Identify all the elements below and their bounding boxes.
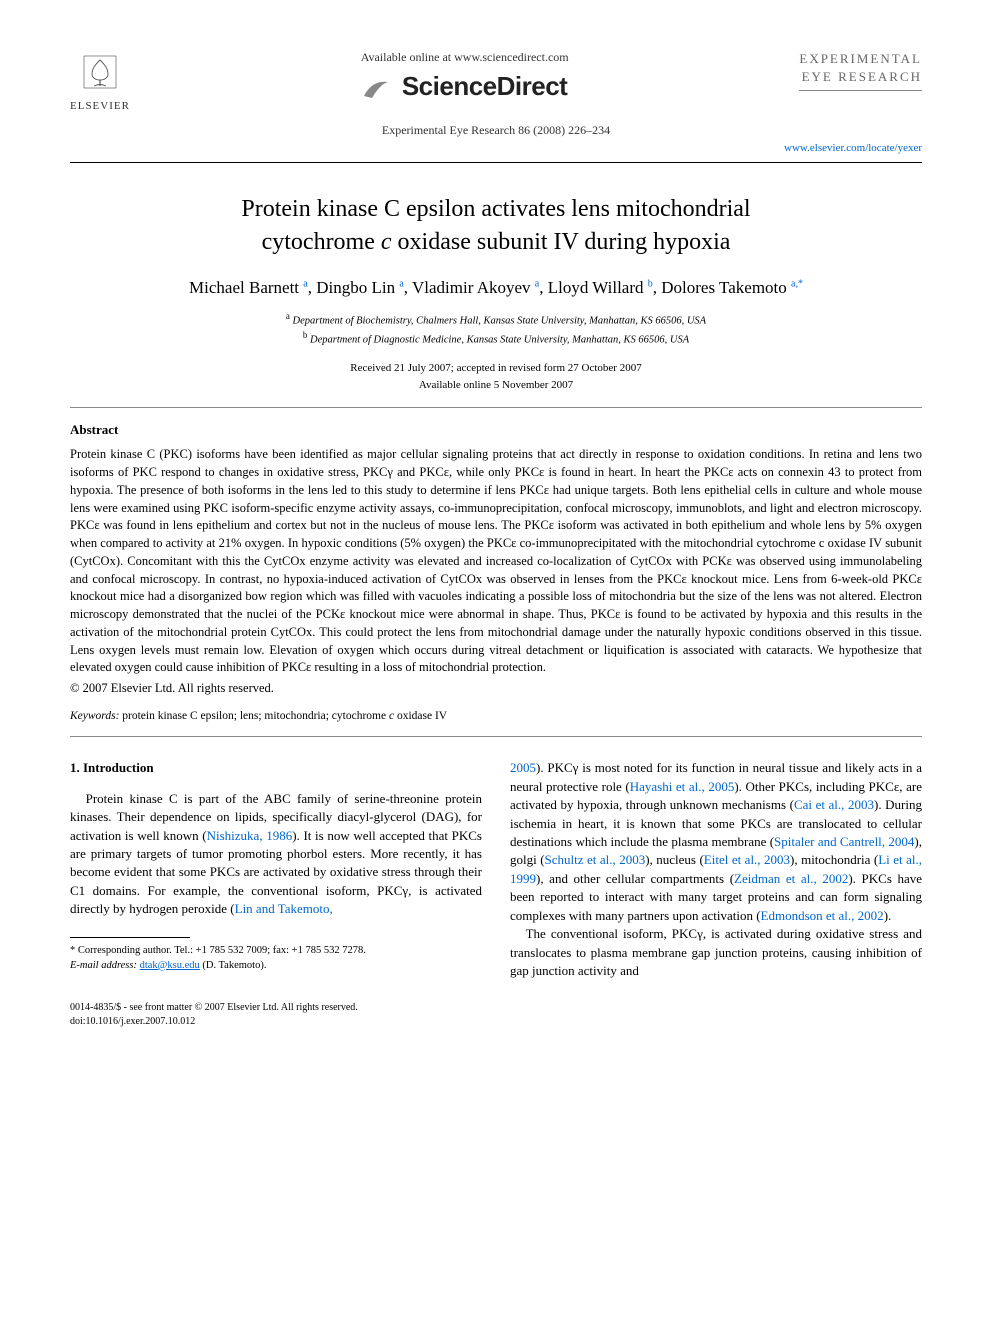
- corresponding-footnote: * Corresponding author. Tel.: +1 785 532…: [70, 944, 482, 973]
- abstract-heading: Abstract: [70, 422, 922, 438]
- title-line2-pre: cytochrome: [262, 229, 381, 255]
- sciencedirect-brand: ScienceDirect: [130, 71, 799, 105]
- intro-para-right-2: The conventional isoform, PKCγ, is activ…: [510, 925, 922, 980]
- footnote-rule: [70, 937, 190, 938]
- author: Vladimir Akoyev a: [412, 278, 539, 297]
- journal-url-block: www.elsevier.com/locate/yexer: [70, 142, 922, 154]
- citation-link[interactable]: Spitaler and Cantrell, 2004: [774, 834, 914, 849]
- center-header: Available online at www.sciencedirect.co…: [130, 50, 799, 105]
- author-list: Michael Barnett a, Dingbo Lin a, Vladimi…: [70, 278, 922, 298]
- intro-heading: 1. Introduction: [70, 759, 482, 777]
- sciencedirect-swoosh-icon: [362, 71, 400, 104]
- page-footer: 0014-4835/$ - see front matter © 2007 El…: [70, 1001, 922, 1029]
- citation-link[interactable]: Edmondson et al., 2002: [761, 908, 884, 923]
- elsevier-tree-icon: [70, 50, 130, 100]
- email-label: E-mail address:: [70, 960, 137, 971]
- article-title: Protein kinase C epsilon activates lens …: [110, 193, 882, 258]
- author: Michael Barnett a: [189, 278, 308, 297]
- publisher-name: ELSEVIER: [70, 100, 130, 113]
- citation-link[interactable]: 2005: [510, 760, 536, 775]
- publisher-logo: ELSEVIER: [70, 50, 130, 113]
- keywords-text: protein kinase C epsilon; lens; mitochon…: [119, 710, 447, 722]
- title-line2-post: oxidase subunit IV during hypoxia: [392, 229, 731, 255]
- intro-text: ), mitochondria (: [790, 852, 878, 867]
- header-rule: [70, 162, 922, 163]
- abstract-text: Protein kinase C (PKC) isoforms have bee…: [70, 447, 922, 674]
- intro-text: ), nucleus (: [645, 852, 704, 867]
- corr-email-name: (D. Takemoto).: [200, 960, 267, 971]
- left-column: 1. Introduction Protein kinase C is part…: [70, 759, 482, 980]
- citation-link[interactable]: Cai et al., 2003: [794, 797, 874, 812]
- intro-text: ), and other cellular compartments (: [536, 871, 734, 886]
- available-online-text: Available online at www.sciencedirect.co…: [130, 50, 799, 65]
- intro-para-right-1: 2005). PKCγ is most noted for its functi…: [510, 759, 922, 925]
- post-abstract-rule: [70, 736, 922, 737]
- affiliation-b-text: Department of Diagnostic Medicine, Kansa…: [310, 335, 689, 346]
- page-header: ELSEVIER Available online at www.science…: [70, 50, 922, 113]
- front-matter-line: 0014-4835/$ - see front matter © 2007 El…: [70, 1001, 922, 1015]
- affiliation-a: a Department of Biochemistry, Chalmers H…: [70, 310, 922, 329]
- citation-link[interactable]: Nishizuka, 1986: [207, 828, 293, 843]
- citation-link[interactable]: Eitel et al., 2003: [704, 852, 790, 867]
- citation-link[interactable]: Zeidman et al., 2002: [734, 871, 848, 886]
- journal-brand-block: EXPERIMENTAL EYE RESEARCH: [799, 50, 922, 91]
- citation-link[interactable]: Hayashi et al., 2005: [630, 779, 735, 794]
- affiliation-b: b Department of Diagnostic Medicine, Kan…: [70, 329, 922, 348]
- corr-author-line: * Corresponding author. Tel.: +1 785 532…: [70, 944, 482, 959]
- right-column: 2005). PKCγ is most noted for its functi…: [510, 759, 922, 980]
- corr-email-link[interactable]: dtak@ksu.edu: [140, 960, 200, 971]
- abstract-body: Protein kinase C (PKC) isoforms have bee…: [70, 446, 922, 677]
- title-line1: Protein kinase C epsilon activates lens …: [241, 196, 750, 222]
- journal-brand-line2: EYE RESEARCH: [799, 68, 922, 86]
- citation-line: Experimental Eye Research 86 (2008) 226–…: [70, 123, 922, 138]
- intro-para-left: Protein kinase C is part of the ABC fami…: [70, 790, 482, 919]
- affiliation-a-text: Department of Biochemistry, Chalmers Hal…: [293, 315, 707, 326]
- citation-link[interactable]: Schultz et al., 2003: [545, 852, 646, 867]
- corr-email-line: E-mail address: dtak@ksu.edu (D. Takemot…: [70, 959, 482, 974]
- intro-text: ).: [884, 908, 892, 923]
- author: Dingbo Lin a: [316, 278, 404, 297]
- journal-url-link[interactable]: www.elsevier.com/locate/yexer: [784, 142, 922, 154]
- copyright-line: © 2007 Elsevier Ltd. All rights reserved…: [70, 681, 922, 696]
- brand-rule: [799, 90, 922, 91]
- journal-brand-line1: EXPERIMENTAL: [799, 50, 922, 68]
- article-dates: Received 21 July 2007; accepted in revis…: [70, 360, 922, 393]
- keywords-block: Keywords: protein kinase C epsilon; lens…: [70, 710, 922, 722]
- author: Dolores Takemoto a,*: [661, 278, 803, 297]
- citation-link[interactable]: Lin and Takemoto,: [235, 901, 333, 916]
- keywords-label: Keywords:: [70, 710, 119, 722]
- body-columns: 1. Introduction Protein kinase C is part…: [70, 759, 922, 980]
- received-date: Received 21 July 2007; accepted in revis…: [70, 360, 922, 377]
- sciencedirect-text: ScienceDirect: [402, 71, 567, 101]
- author: Lloyd Willard b: [548, 278, 653, 297]
- title-line2-ital: c: [381, 229, 392, 255]
- pre-abstract-rule: [70, 407, 922, 408]
- online-date: Available online 5 November 2007: [70, 377, 922, 394]
- affiliations: a Department of Biochemistry, Chalmers H…: [70, 310, 922, 349]
- doi-line: doi:10.1016/j.exer.2007.10.012: [70, 1015, 922, 1029]
